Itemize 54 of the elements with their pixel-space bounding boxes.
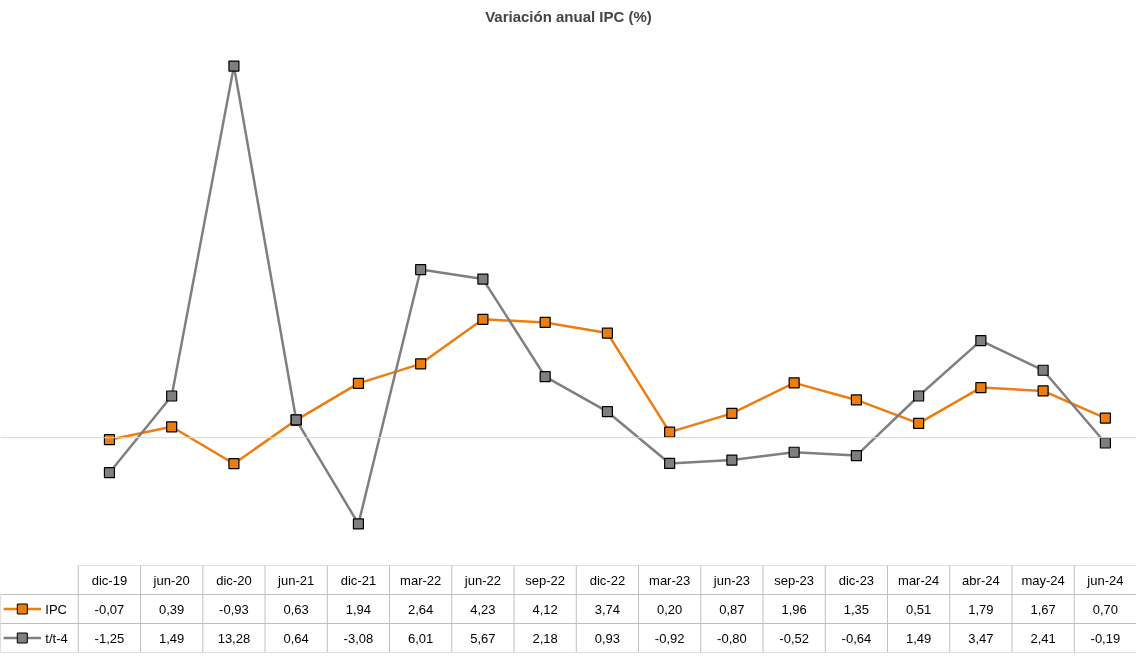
data-label: 0,20 [657,601,683,617]
data-label: 0,63 [283,601,309,617]
x-tick-label: dic-19 [91,572,128,588]
data-label: 1,49 [905,630,932,646]
data-label: -3,08 [343,630,374,646]
x-tick-label: abr-24 [962,572,1000,588]
data-label: 3,74 [594,601,621,617]
data-label: -0,19 [1090,630,1121,646]
x-tick-label: sep-23 [774,572,815,588]
data-label: 2,18 [532,630,558,646]
x-tick-label: sep-22 [525,572,566,588]
x-tick-label: dic-22 [589,572,626,588]
data-label: 4,12 [532,601,558,617]
data-label: -0,64 [841,630,872,646]
data-label: 0,39 [159,601,185,617]
data-label: 0,64 [283,630,309,646]
data-label: 6,01 [408,630,434,646]
data-label: -0,92 [654,630,685,646]
data-label: 1,67 [1030,601,1056,617]
x-tick-label: dic-20 [216,572,252,588]
data-label: 1,94 [345,601,372,617]
data-label: 2,64 [408,601,434,617]
data-label: 1,35 [843,601,870,617]
data-label: 13,28 [217,630,251,646]
legend-label: IPC [45,601,67,617]
data-label: -0,52 [779,630,809,646]
x-tick-label: mar-23 [649,572,691,588]
data-label: 4,23 [470,601,496,617]
data-label: -0,80 [717,630,747,646]
x-tick-label: dic-21 [340,572,377,588]
x-tick-label: jun-23 [712,572,750,588]
data-label: 3,47 [968,630,994,646]
x-tick-label: jun-24 [1086,572,1124,588]
x-tick-label: mar-24 [898,572,940,588]
data-label: 5,67 [470,630,496,646]
x-tick-label: jun-21 [277,572,315,588]
x-tick-label: jun-22 [463,572,501,588]
data-label: 0,51 [905,601,932,617]
data-label: 0,87 [719,601,745,617]
data-label: 1,96 [781,601,807,617]
data-label: 1,79 [968,601,994,617]
data-label: 2,41 [1030,630,1056,646]
chart-title: Variación anual IPC (%) [485,7,652,25]
x-tick-label: mar-22 [400,572,442,588]
legend-label: t/t-4 [45,630,68,646]
x-tick-label: dic-23 [838,572,875,588]
data-label: 1,49 [159,630,185,646]
data-label: -1,25 [94,630,125,646]
data-label: -0,93 [219,601,249,617]
x-tick-label: jun-20 [152,572,190,588]
data-label: 0,93 [594,630,621,646]
x-tick-label: may-24 [1021,572,1065,588]
data-label: 0,70 [1092,601,1119,617]
data-label: -0,07 [94,601,125,617]
